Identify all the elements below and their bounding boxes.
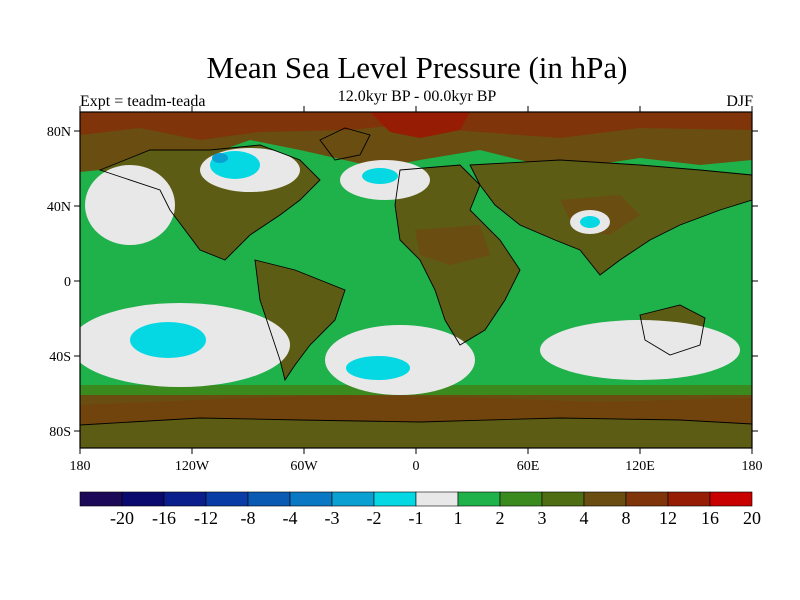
colorbar-swatch <box>667 491 711 507</box>
experiment-label: Expt = teadm-teada <box>80 93 206 110</box>
colorbar-swatch <box>583 491 627 507</box>
longitude-tick-label: 0 <box>413 459 420 474</box>
colorbar-label: -1 <box>409 508 424 528</box>
longitude-tick-label: 60E <box>517 459 540 474</box>
colorbar-label: 4 <box>580 508 589 528</box>
longitude-tick-label: 120E <box>625 459 655 474</box>
colorbar-swatch <box>247 491 291 507</box>
latitude-tick-label: 80S <box>49 425 71 440</box>
colorbar-swatch <box>541 491 585 507</box>
colorbar-label: 8 <box>622 508 631 528</box>
latitude-tick-label: 40N <box>47 200 71 215</box>
latitude-tick-label: 40S <box>49 350 71 365</box>
colorbar-label: -4 <box>283 508 298 528</box>
colorbar-label: 16 <box>701 508 719 528</box>
colorbar-label: -3 <box>325 508 340 528</box>
longitude-tick-label: 120W <box>175 459 210 474</box>
map-field <box>80 112 752 448</box>
colorbar-swatch <box>499 491 543 507</box>
colorbar-label: 12 <box>659 508 677 528</box>
colorbar-label: -16 <box>152 508 176 528</box>
colorbar-swatch <box>709 491 753 507</box>
colorbar-swatch <box>163 491 207 507</box>
colorbar-swatch <box>625 491 669 507</box>
coastlines <box>80 127 752 426</box>
latitude-axis: 80N 40N 0 40S 80S <box>47 125 758 440</box>
colorbar-swatch <box>373 491 417 507</box>
colorbar-label: 3 <box>538 508 547 528</box>
map-subtitle: 12.0kyr BP - 00.0kyr BP <box>337 88 497 105</box>
colorbar-swatch <box>415 491 459 507</box>
colorbar-label: 20 <box>743 508 761 528</box>
colorbar-label: -12 <box>194 508 218 528</box>
latitude-tick-label: 0 <box>64 275 71 290</box>
colorbar-label: 1 <box>454 508 463 528</box>
colorbar-swatch <box>121 491 165 507</box>
colorbar-swatch <box>331 491 375 507</box>
colorbar-label: -20 <box>110 508 134 528</box>
season-label: DJF <box>726 93 753 110</box>
colorbar-swatch <box>79 491 123 507</box>
latitude-tick-label: 80N <box>47 125 71 140</box>
colorbar-label: -8 <box>241 508 256 528</box>
longitude-tick-label: 180 <box>70 459 91 474</box>
longitude-axis: 180 120W 60W 0 60E 120E 180 <box>70 106 763 474</box>
colorbar-label: -2 <box>367 508 382 528</box>
colorbar-swatch <box>205 491 249 507</box>
map-title: Mean Sea Level Pressure (in hPa) <box>206 50 628 85</box>
colorbar: -20 -16 -12 -8 -4 -3 -2 -1 1 2 3 4 8 12 16 20 <box>79 491 761 528</box>
colorbar-swatch <box>457 491 501 507</box>
colorbar-label: 2 <box>496 508 505 528</box>
colorbar-swatch <box>289 491 333 507</box>
longitude-tick-label: 180 <box>742 459 763 474</box>
longitude-tick-label: 60W <box>290 459 318 474</box>
